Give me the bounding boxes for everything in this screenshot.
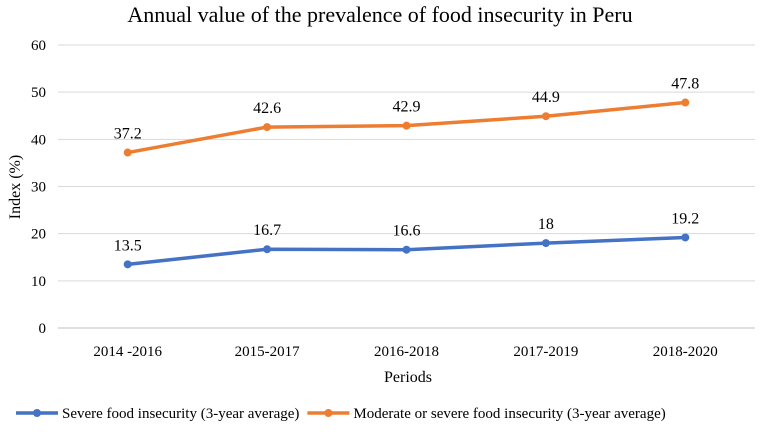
data-point — [263, 123, 272, 132]
data-label: 16.6 — [393, 223, 421, 240]
legend-marker — [324, 409, 333, 417]
x-tick-label: 2016-2018 — [374, 344, 439, 360]
legend-label: Moderate or severe food insecurity (3-ye… — [353, 406, 665, 422]
gridlines — [58, 44, 755, 329]
data-label: 19.2 — [671, 210, 699, 227]
legend-marker — [33, 409, 41, 417]
x-tick-label: 2015-2017 — [235, 344, 300, 360]
series — [123, 98, 690, 269]
data-label: 37.2 — [114, 126, 142, 143]
y-tick-label: 0 — [39, 321, 47, 337]
data-label: 44.9 — [532, 89, 560, 106]
data-label: 18 — [538, 216, 554, 233]
legend-item: Moderate or severe food insecurity (3-ye… — [307, 406, 666, 422]
y-tick-label: 50 — [31, 85, 46, 101]
legend-item: Severe food insecurity (3-year average) — [16, 406, 299, 422]
data-point — [123, 260, 132, 269]
data-labels: 13.5 16.7 16.6 18 19.2 37.2 42.6 42.9 44.9 47.8 — [114, 76, 700, 255]
data-point — [541, 239, 550, 248]
data-label: 47.8 — [671, 76, 699, 93]
data-point — [681, 233, 690, 242]
data-point — [541, 112, 550, 121]
legend-label: Severe food insecurity (3-year average) — [62, 406, 299, 422]
data-label: 16.7 — [253, 222, 281, 239]
x-axis-label: Periods — [384, 369, 432, 386]
data-point — [402, 121, 411, 130]
chart-title: Annual value of the prevalence of food i… — [127, 2, 632, 27]
data-label: 42.9 — [393, 99, 421, 116]
data-point — [123, 148, 132, 157]
y-tick-label: 20 — [31, 227, 46, 243]
x-tick-label: 2017-2019 — [513, 344, 578, 360]
y-axis-label: Index (%) — [7, 155, 24, 219]
y-tick-label: 30 — [31, 180, 46, 196]
y-tick-label: 60 — [31, 38, 46, 54]
data-label: 42.6 — [253, 100, 281, 117]
y-tick-label: 40 — [31, 132, 46, 148]
data-point — [681, 98, 690, 107]
data-label: 13.5 — [114, 237, 142, 254]
data-point — [402, 245, 411, 254]
y-axis-ticks: 0 10 20 30 40 50 60 — [31, 38, 46, 337]
legend: Severe food insecurity (3-year average) M… — [16, 406, 666, 422]
x-axis-ticks: 2014 -2016 2015-2017 2016-2018 2017-2019 201… — [93, 344, 717, 360]
y-tick-label: 10 — [31, 274, 46, 290]
data-point — [263, 245, 272, 254]
x-tick-label: 2014 -2016 — [93, 344, 162, 360]
x-tick-label: 2018-2020 — [653, 344, 718, 360]
